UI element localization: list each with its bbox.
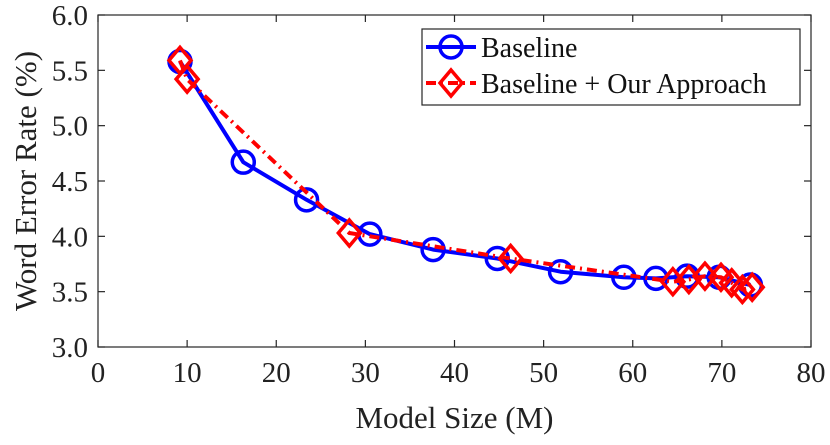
x-tick-label: 70	[707, 357, 736, 389]
y-tick-label: 5.5	[52, 55, 88, 87]
legend-box	[421, 28, 801, 106]
x-tick-label: 40	[440, 357, 469, 389]
x-ticks: 0 10 20 30 40 50 60 70 80	[91, 15, 826, 389]
series-approach	[166, 44, 766, 306]
legend-baseline-marker	[438, 34, 464, 60]
x-tick-label: 20	[262, 357, 291, 389]
x-tick-label: 60	[618, 357, 647, 389]
data-point-diamond	[497, 242, 524, 275]
y-ticks: 3.0 3.5 4.0 4.5 5.0 5.5 6.0	[52, 0, 811, 364]
data-point-diamond	[336, 217, 363, 249]
y-tick-label: 4.5	[52, 166, 88, 198]
y-tick-label: 3.0	[52, 332, 88, 364]
x-tick-label: 0	[91, 357, 106, 389]
x-tick-label: 10	[173, 357, 202, 389]
y-axis-title: Word Error Rate (%)	[8, 51, 43, 311]
data-point-circle	[547, 258, 574, 285]
x-tick-label: 50	[529, 357, 558, 389]
x-axis-title: Model Size (M)	[355, 400, 553, 435]
data-point-diamond	[691, 260, 719, 292]
legend-baseline-label: Baseline	[481, 33, 577, 64]
series-line	[178, 59, 753, 292]
y-tick-label: 6.0	[52, 0, 88, 32]
series-layer	[166, 44, 766, 306]
y-tick-label: 4.0	[52, 221, 88, 253]
data-point-circle	[293, 187, 320, 213]
x-tick-label: 30	[351, 357, 380, 389]
legend-approach-label: Baseline + Our Approach	[481, 69, 767, 100]
data-point-diamond	[738, 271, 766, 303]
legend: Baseline Baseline + Our Approach	[421, 28, 801, 106]
data-point-diamond	[173, 63, 201, 95]
data-point-diamond	[729, 273, 756, 306]
y-tick-label: 3.5	[52, 277, 88, 309]
y-tick-label: 5.0	[52, 111, 88, 143]
x-tick-label: 80	[797, 357, 826, 389]
data-point-circle	[230, 149, 257, 175]
legend-approach-marker	[437, 67, 465, 99]
